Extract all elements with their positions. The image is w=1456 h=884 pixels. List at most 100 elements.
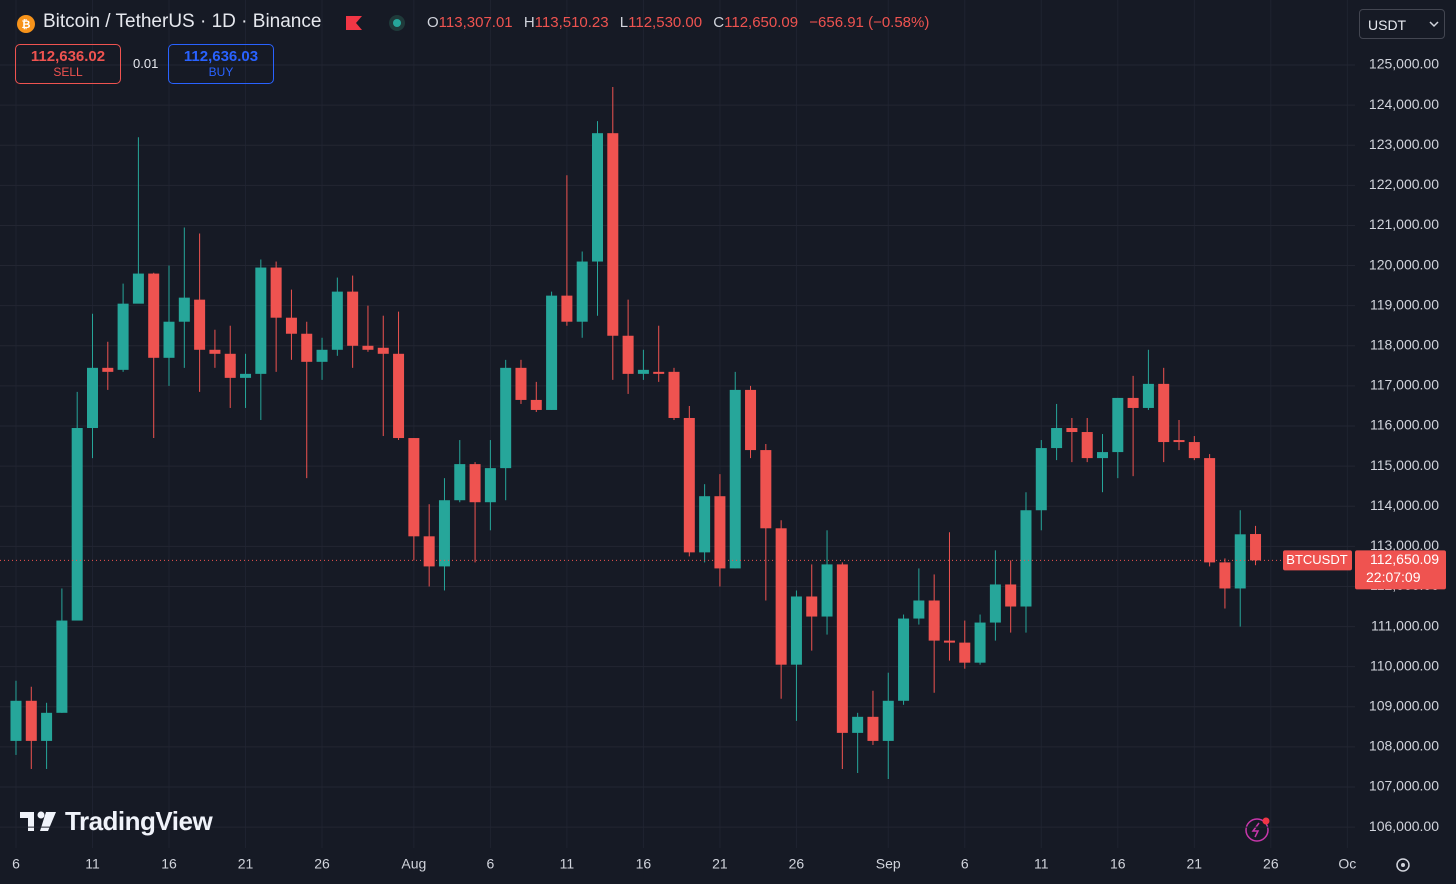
ohlc-key: L <box>619 14 629 31</box>
candle-body <box>637 369 649 374</box>
candle-body <box>653 371 665 374</box>
coin-icon <box>17 15 35 33</box>
x-tick-label: 6 <box>12 856 20 872</box>
y-tick-label: 118,000.00 <box>1370 336 1439 352</box>
y-tick-label: 120,000.00 <box>1369 256 1439 272</box>
x-tick-label: 11 <box>560 856 575 872</box>
y-tick-label: 106,000.00 <box>1369 818 1439 834</box>
candle-body <box>576 261 588 322</box>
y-tick-label: 108,000.00 <box>1369 738 1439 754</box>
symbol-tag-text: BTCUSDT <box>1286 552 1347 567</box>
candle-body <box>362 345 374 350</box>
candle-body <box>515 367 527 400</box>
x-tick-label: 26 <box>789 856 805 872</box>
y-tick-label: 121,000.00 <box>1369 216 1439 232</box>
candle-body <box>714 496 726 569</box>
candle-body <box>1173 440 1185 443</box>
y-tick-label: 111,000.00 <box>1371 617 1439 633</box>
candle-body <box>1051 428 1063 449</box>
sell-price: 112,636.02 <box>30 48 106 65</box>
candle-body <box>1035 448 1047 511</box>
ohlc-key: H <box>523 14 535 31</box>
candle-body <box>1234 534 1246 589</box>
symbol-title: Bitcoin / TetherUS · 1D · Binance <box>43 11 322 32</box>
candle-body <box>836 564 848 733</box>
candle-body <box>1005 584 1017 607</box>
y-tick-label: 107,000.00 <box>1369 778 1439 794</box>
candle-body <box>1250 534 1262 561</box>
candle-body <box>86 367 98 429</box>
candle-body <box>867 716 879 741</box>
currency-select[interactable]: USDT <box>1359 9 1445 39</box>
candle-body <box>1188 442 1200 459</box>
x-tick-label: 6 <box>486 856 494 872</box>
candle-body <box>1096 452 1108 459</box>
axis-layer: 6 11 16 21 26 Aug 6 11 16 21 26 Sep 6 11 16 21 26 Oc 106,0… <box>12 56 1446 872</box>
buy-button[interactable]: 112,636.03 BUY <box>168 44 274 84</box>
alert-icon[interactable] <box>1245 818 1269 842</box>
candle-body <box>974 622 986 663</box>
candle-body <box>898 618 910 701</box>
alert-badge <box>1262 817 1270 825</box>
spread: 0.01 <box>133 56 159 71</box>
candle-body <box>790 596 802 665</box>
candle-body <box>377 347 389 354</box>
candle-body <box>1020 510 1032 607</box>
candle-body <box>102 367 114 372</box>
candle-body <box>438 500 450 567</box>
candle-body <box>745 389 757 451</box>
y-tick-label: 114,000.00 <box>1370 497 1439 513</box>
candle-body <box>255 267 267 374</box>
candle-body <box>500 367 512 469</box>
sell-button[interactable]: 112,636.02 SELL <box>15 44 121 84</box>
candle-body <box>25 700 37 741</box>
candle-body <box>270 267 282 318</box>
y-tick-label: 117,000.00 <box>1370 377 1439 393</box>
x-tick-label: 16 <box>161 856 177 872</box>
candle-body <box>989 584 1001 623</box>
y-tick-label: 113,000.00 <box>1370 537 1439 553</box>
y-tick-label: 122,000.00 <box>1369 176 1439 192</box>
ohlc-value: 112,650.09 <box>724 14 799 31</box>
candle-body <box>852 716 864 733</box>
candle-body <box>484 468 496 503</box>
candle-body <box>943 640 955 643</box>
y-tick-label: 115,000.00 <box>1370 457 1439 473</box>
alert-bolt <box>1251 822 1260 838</box>
candle-body <box>408 438 420 537</box>
buy-price: 112,636.03 <box>183 48 259 65</box>
candle-body <box>285 317 297 334</box>
ohlc-key: O <box>427 14 439 31</box>
candle-body <box>469 464 481 503</box>
dropdown-caret <box>1429 21 1439 28</box>
x-tick-label: 11 <box>1034 856 1049 872</box>
candle-body <box>1127 397 1139 408</box>
settings-icon[interactable] <box>1396 858 1410 872</box>
candle-body <box>117 303 129 370</box>
candle-body <box>882 700 894 741</box>
status-dot <box>393 19 401 27</box>
plot-layer <box>0 0 1355 848</box>
candle-body <box>760 450 772 529</box>
candle-body <box>913 600 925 619</box>
candle-body <box>41 712 53 741</box>
candle-body <box>591 133 603 262</box>
candle-body <box>546 295 558 410</box>
ohlc-key: C <box>713 14 725 31</box>
settings-hub <box>1401 863 1405 867</box>
y-tick-label: 119,000.00 <box>1370 296 1439 312</box>
candle-body <box>71 428 83 621</box>
candle-body <box>393 353 405 439</box>
y-tick-label: 125,000.00 <box>1369 56 1439 72</box>
y-tick-label: 116,000.00 <box>1370 417 1439 433</box>
candle-body <box>607 133 619 336</box>
sell-label: SELL <box>53 65 83 79</box>
x-tick-label: 21 <box>238 856 254 872</box>
candle-body <box>959 642 971 663</box>
flag-icon[interactable] <box>346 16 362 30</box>
candle-body <box>148 273 160 358</box>
x-tick-label: 21 <box>712 856 728 872</box>
y-tick-label: 123,000.00 <box>1369 136 1439 152</box>
